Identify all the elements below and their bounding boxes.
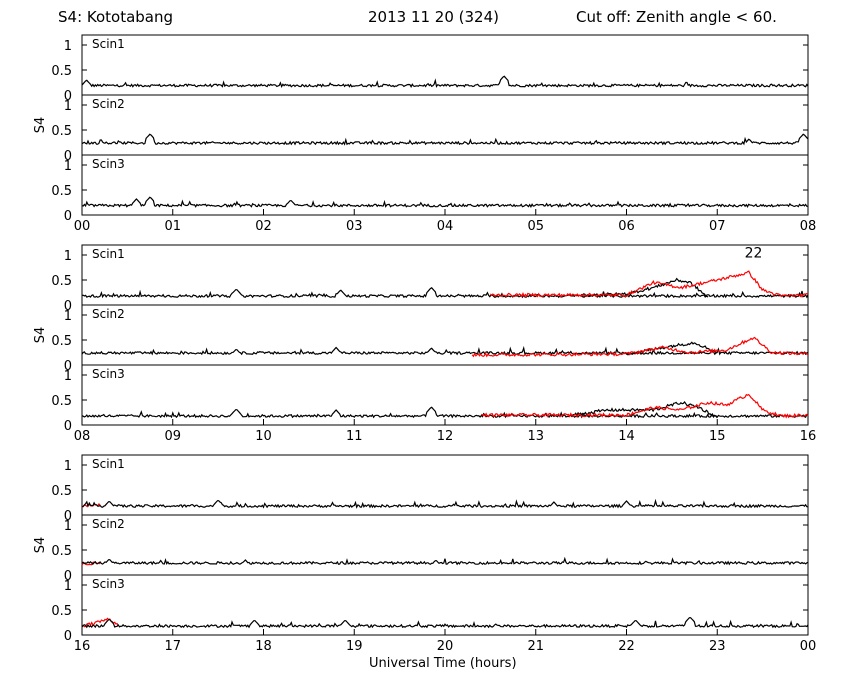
ytick-label-b2-p1: 1 (64, 249, 72, 264)
series-red-b2-p3-3 (481, 393, 809, 419)
ytick-label-b2-p2: 0 (64, 359, 72, 374)
xtick-label-b2: 08 (74, 429, 91, 444)
series-black-b1-p2-1 (81, 133, 809, 146)
series-black-b3-p3-2 (81, 617, 809, 629)
xtick-label-b1: 02 (255, 219, 272, 234)
ytick-label-b1-p1: 0 (64, 89, 72, 104)
prn-annotation: 22 (745, 246, 763, 262)
xtick-label-b2: 12 (437, 429, 454, 444)
cutoff-title: Cut off: Zenith angle < 60. (576, 8, 777, 26)
ytick-label-b3-p3: 0.5 (51, 604, 72, 619)
xtick-label-b2: 14 (618, 429, 635, 444)
panel-label-b2-p3: Scin3 (92, 367, 125, 381)
series-red-b2-p2-3 (471, 336, 809, 358)
xtick-label-b2: 16 (800, 429, 817, 444)
ytick-label-b1-p1: 1 (64, 39, 72, 54)
series-red-b2-p1-3 (489, 270, 809, 298)
station-title: S4: Kototabang (58, 8, 174, 26)
ytick-label-b3-p3: 0 (64, 629, 72, 644)
y-axis-title-b3: S4 (33, 537, 48, 554)
xtick-label-b1: 06 (618, 219, 635, 234)
ytick-label-b3-p1: 0 (64, 509, 72, 524)
ytick-label-b1-p3: 0 (64, 209, 72, 224)
ytick-label-b1-p3: 0.5 (51, 184, 72, 199)
xtick-label-b2: 09 (164, 429, 181, 444)
xtick-label-b3: 23 (709, 639, 726, 654)
xtick-label-b2: 13 (527, 429, 544, 444)
series-black-b2-p3-2 (571, 401, 718, 419)
ytick-label-b1-p3: 1 (64, 159, 72, 174)
date-title: 2013 11 20 (324) (368, 8, 499, 26)
panel-label-b3-p2: Scin2 (92, 517, 125, 531)
panel-label-b3-p1: Scin1 (92, 457, 125, 471)
xtick-label-b3: 22 (618, 639, 635, 654)
xtick-label-b3: 21 (527, 639, 544, 654)
xtick-label-b3: 18 (255, 639, 272, 654)
ytick-label-b3-p2: 0 (64, 569, 72, 584)
xtick-label-b2: 11 (346, 429, 363, 444)
series-black-b3-p2-2 (81, 556, 809, 566)
xtick-label-b1: 08 (800, 219, 817, 234)
ytick-label-b2-p3: 0.5 (51, 394, 72, 409)
series-black-b1-p3-1 (81, 196, 809, 208)
series-black-b1-p1-1 (81, 75, 809, 89)
ytick-label-b2-p2: 1 (64, 309, 72, 324)
ytick-label-b3-p3: 1 (64, 579, 72, 594)
ytick-label-b2-p3: 1 (64, 369, 72, 384)
series-black-b2-p1-1 (81, 287, 809, 299)
series-black-b2-p3-1 (81, 406, 809, 419)
ytick-label-b1-p2: 0.5 (51, 124, 72, 139)
panel-frame-b2-p2 (81, 304, 809, 366)
xtick-label-b3: 19 (346, 639, 363, 654)
xtick-label-b1: 07 (709, 219, 726, 234)
panel-label-b2-p1: Scin1 (92, 247, 125, 261)
panel-label-b1-p3: Scin3 (92, 157, 125, 171)
panel-frame-b1-p2 (81, 94, 809, 156)
series-black-b2-p2-2 (625, 341, 718, 356)
y-axis-title-b1: S4 (33, 117, 48, 134)
y-axis-title-b2: S4 (33, 327, 48, 344)
xtick-label-b1: 03 (346, 219, 363, 234)
xtick-label-b1: 05 (527, 219, 544, 234)
panel-label-b1-p1: Scin1 (92, 37, 125, 51)
ytick-label-b1-p2: 0 (64, 149, 72, 164)
panel-label-b1-p2: Scin2 (92, 97, 125, 111)
ytick-label-b2-p1: 0.5 (51, 274, 72, 289)
ytick-label-b3-p2: 0.5 (51, 544, 72, 559)
ytick-label-b3-p2: 1 (64, 519, 72, 534)
xtick-label-b1: 04 (437, 219, 454, 234)
ytick-label-b1-p2: 1 (64, 99, 72, 114)
panel-label-b3-p3: Scin3 (92, 577, 125, 591)
xtick-label-b1: 00 (74, 219, 91, 234)
xtick-label-b3: 20 (437, 639, 454, 654)
xtick-label-b3: 16 (74, 639, 91, 654)
ytick-label-b2-p2: 0.5 (51, 334, 72, 349)
series-black-b3-p1-2 (81, 498, 809, 509)
x-axis-title: Universal Time (hours) (369, 656, 517, 671)
ytick-label-b2-p1: 0 (64, 299, 72, 314)
xtick-label-b3: 17 (164, 639, 181, 654)
xtick-label-b2: 10 (255, 429, 272, 444)
ytick-label-b2-p3: 0 (64, 419, 72, 434)
ytick-label-b3-p1: 1 (64, 459, 72, 474)
xtick-label-b1: 01 (164, 219, 181, 234)
xtick-label-b3: 00 (800, 639, 817, 654)
panel-frame-b3-p2 (81, 514, 809, 576)
xtick-label-b2: 15 (709, 429, 726, 444)
series-black-b2-p1-2 (580, 277, 709, 298)
ytick-label-b1-p1: 0.5 (51, 64, 72, 79)
ytick-label-b3-p1: 0.5 (51, 484, 72, 499)
panel-label-b2-p2: Scin2 (92, 307, 125, 321)
